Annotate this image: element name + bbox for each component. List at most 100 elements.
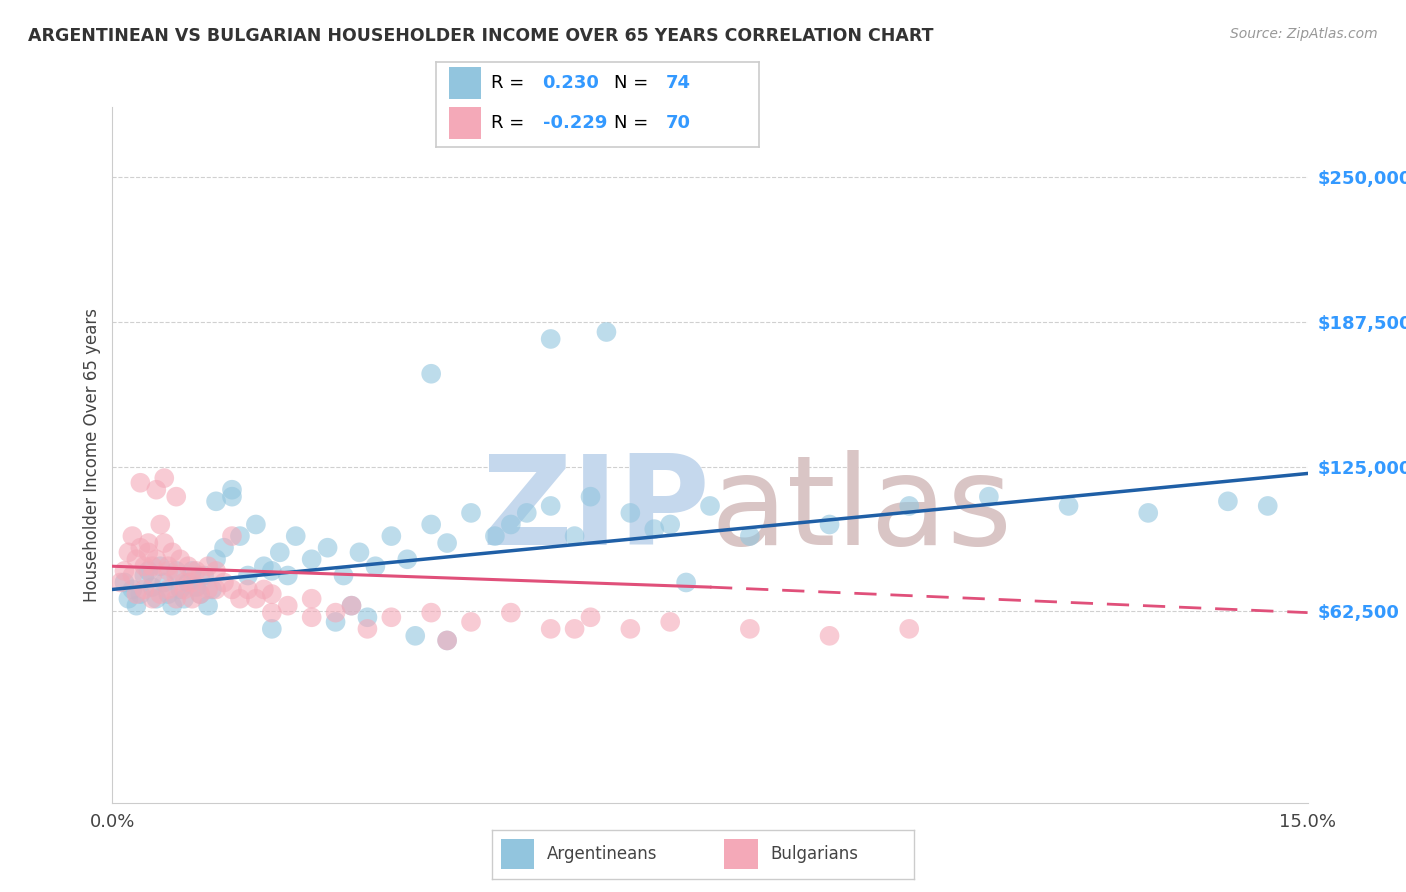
Point: [516, 506, 538, 520]
Point: [129, 541, 152, 555]
Point: [221, 483, 243, 497]
Point: [125, 552, 148, 566]
Point: [340, 599, 363, 613]
Point: [301, 591, 323, 606]
Point: [1257, 499, 1279, 513]
Point: [114, 564, 135, 578]
Point: [157, 564, 180, 578]
Point: [212, 575, 235, 590]
Point: [157, 587, 180, 601]
Point: [141, 580, 163, 594]
Point: [260, 606, 283, 620]
Point: [277, 568, 299, 582]
Text: Bulgarians: Bulgarians: [770, 845, 859, 863]
Point: [738, 529, 761, 543]
Point: [540, 499, 562, 513]
Point: [236, 582, 259, 597]
Point: [188, 587, 211, 601]
Point: [499, 606, 522, 620]
Point: [169, 582, 191, 597]
Point: [643, 522, 665, 536]
Point: [1216, 494, 1239, 508]
Point: [162, 599, 183, 613]
Text: 70: 70: [665, 113, 690, 132]
Point: [141, 568, 163, 582]
Point: [149, 587, 172, 601]
Text: atlas: atlas: [710, 450, 1012, 571]
Point: [197, 599, 219, 613]
Point: [340, 599, 363, 613]
Point: [201, 582, 224, 597]
Text: 74: 74: [665, 74, 690, 92]
Point: [121, 529, 143, 543]
Point: [165, 591, 187, 606]
Text: -0.229: -0.229: [543, 113, 607, 132]
Point: [301, 552, 323, 566]
Point: [364, 559, 387, 574]
Text: Source: ZipAtlas.com: Source: ZipAtlas.com: [1230, 27, 1378, 41]
Point: [420, 606, 443, 620]
Point: [138, 536, 160, 550]
Point: [114, 575, 135, 590]
Point: [460, 506, 482, 520]
Point: [177, 559, 200, 574]
Point: [396, 552, 419, 566]
Point: [540, 622, 562, 636]
Point: [284, 529, 307, 543]
Point: [205, 582, 228, 597]
Text: ARGENTINEAN VS BULGARIAN HOUSEHOLDER INCOME OVER 65 YEARS CORRELATION CHART: ARGENTINEAN VS BULGARIAN HOUSEHOLDER INC…: [28, 27, 934, 45]
FancyBboxPatch shape: [449, 106, 481, 139]
Point: [349, 545, 371, 559]
Point: [420, 367, 443, 381]
Text: Argentineans: Argentineans: [547, 845, 658, 863]
FancyBboxPatch shape: [724, 839, 758, 869]
Point: [977, 490, 1000, 504]
Point: [316, 541, 339, 555]
Point: [332, 568, 354, 582]
Point: [229, 529, 252, 543]
Point: [134, 559, 156, 574]
Point: [260, 564, 283, 578]
Point: [117, 545, 139, 559]
Point: [260, 587, 283, 601]
Point: [157, 559, 180, 574]
Point: [356, 622, 378, 636]
Point: [221, 490, 243, 504]
Point: [197, 559, 219, 574]
Point: [121, 568, 143, 582]
Point: [699, 499, 721, 513]
Point: [301, 610, 323, 624]
Point: [153, 536, 176, 550]
Point: [181, 591, 204, 606]
Point: [540, 332, 562, 346]
Text: R =: R =: [491, 113, 530, 132]
Point: [193, 568, 215, 582]
Point: [181, 564, 204, 578]
Point: [564, 529, 586, 543]
Point: [595, 325, 617, 339]
Point: [162, 545, 183, 559]
Point: [221, 529, 243, 543]
Point: [186, 564, 208, 578]
Point: [186, 580, 208, 594]
Y-axis label: Householder Income Over 65 years: Householder Income Over 65 years: [83, 308, 101, 602]
Point: [177, 575, 200, 590]
Point: [165, 568, 187, 582]
Text: N =: N =: [614, 113, 654, 132]
Point: [436, 633, 458, 648]
Point: [325, 615, 347, 629]
Point: [117, 591, 139, 606]
Point: [138, 545, 160, 559]
Point: [269, 545, 291, 559]
FancyBboxPatch shape: [501, 839, 534, 869]
Point: [579, 610, 602, 624]
Point: [129, 475, 152, 490]
Text: ZIP: ZIP: [481, 450, 710, 571]
Point: [181, 575, 204, 590]
Point: [404, 629, 426, 643]
Text: 0.230: 0.230: [543, 74, 599, 92]
Point: [121, 582, 143, 597]
Point: [380, 529, 402, 543]
Point: [197, 582, 219, 597]
Point: [356, 610, 378, 624]
